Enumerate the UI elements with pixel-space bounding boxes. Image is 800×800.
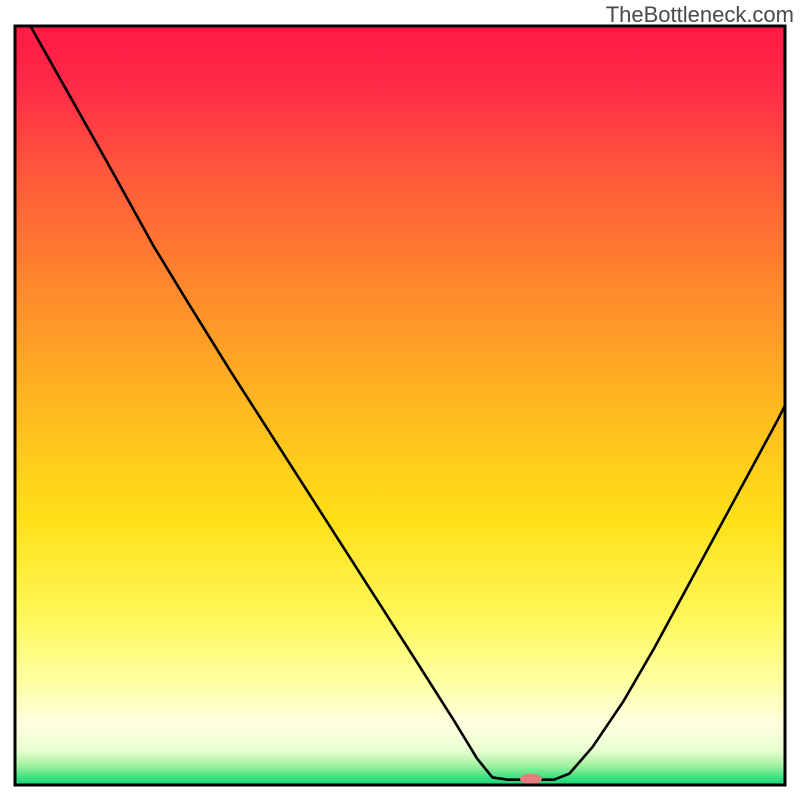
bottleneck-chart (0, 0, 800, 800)
chart-container: TheBottleneck.com (0, 0, 800, 800)
watermark-text: TheBottleneck.com (606, 2, 794, 28)
optimal-marker (520, 774, 542, 784)
plot-background (15, 26, 785, 785)
